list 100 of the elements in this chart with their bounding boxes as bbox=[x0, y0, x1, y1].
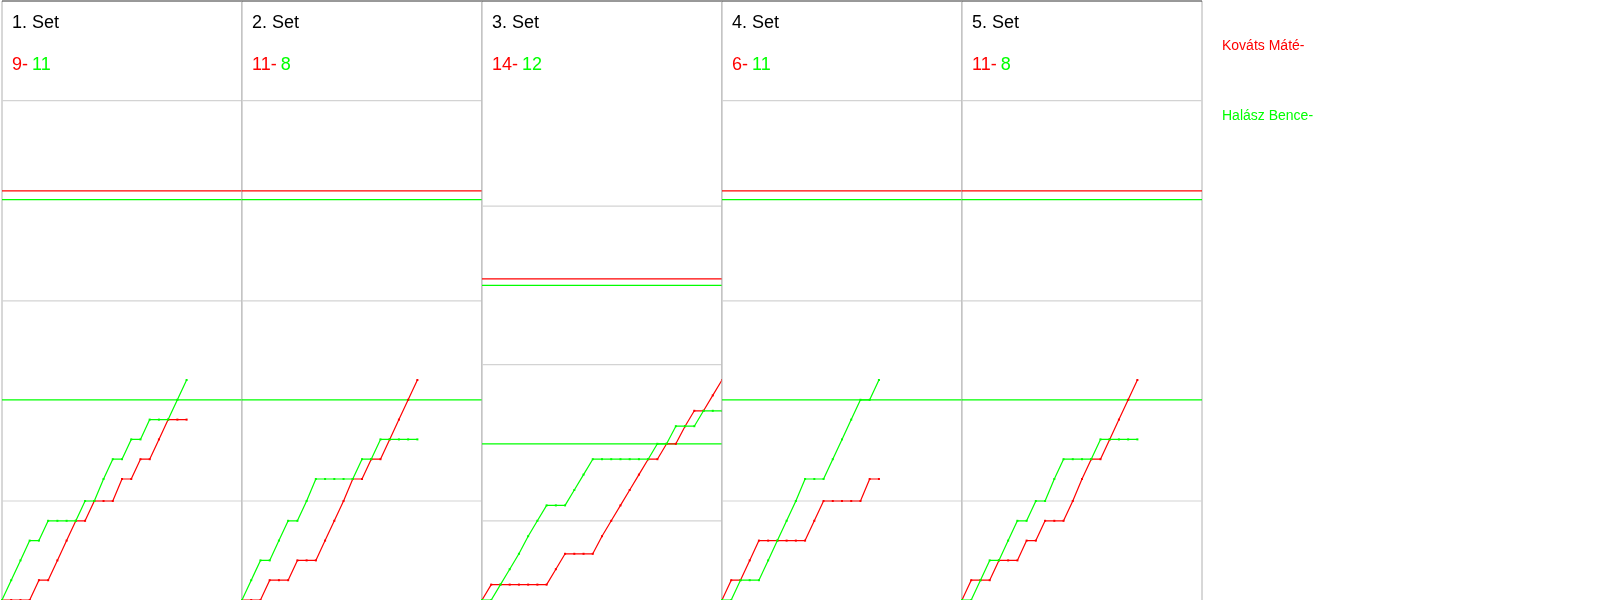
text: Kováts Máté- bbox=[1222, 37, 1305, 53]
point bbox=[536, 583, 539, 586]
point bbox=[1062, 458, 1065, 461]
point bbox=[591, 458, 594, 461]
point bbox=[37, 579, 40, 582]
point bbox=[296, 559, 299, 562]
point bbox=[268, 559, 271, 562]
point bbox=[379, 438, 382, 441]
point bbox=[711, 409, 714, 412]
point bbox=[287, 519, 290, 522]
point bbox=[637, 473, 640, 476]
point bbox=[314, 559, 317, 562]
point bbox=[56, 559, 59, 562]
point bbox=[868, 398, 871, 401]
point bbox=[794, 539, 797, 542]
point bbox=[637, 458, 640, 461]
point bbox=[748, 559, 751, 562]
point bbox=[1071, 458, 1074, 461]
point bbox=[554, 568, 557, 571]
point bbox=[397, 418, 400, 421]
point bbox=[1053, 519, 1056, 522]
point bbox=[859, 398, 862, 401]
point bbox=[65, 519, 68, 522]
point bbox=[711, 394, 714, 397]
point bbox=[656, 442, 659, 445]
point bbox=[139, 438, 142, 441]
point bbox=[157, 438, 160, 441]
point bbox=[693, 409, 696, 412]
point bbox=[1016, 559, 1019, 562]
point bbox=[988, 579, 991, 582]
point bbox=[176, 418, 179, 421]
point bbox=[379, 458, 382, 461]
point bbox=[582, 552, 585, 555]
point bbox=[610, 458, 613, 461]
text: 14- bbox=[492, 54, 519, 74]
point bbox=[591, 552, 594, 555]
point bbox=[656, 458, 659, 461]
point bbox=[850, 418, 853, 421]
point bbox=[111, 458, 114, 461]
point bbox=[545, 504, 548, 507]
point bbox=[1016, 519, 1019, 522]
point bbox=[988, 559, 991, 562]
point bbox=[767, 559, 770, 562]
point bbox=[185, 418, 188, 421]
text: 11- bbox=[972, 54, 997, 74]
point bbox=[139, 458, 142, 461]
point bbox=[757, 579, 760, 582]
point bbox=[28, 539, 31, 542]
point bbox=[1062, 519, 1065, 522]
point bbox=[416, 438, 419, 441]
point bbox=[84, 519, 87, 522]
point bbox=[1099, 438, 1102, 441]
chart-title: 3. Set bbox=[492, 12, 540, 32]
text: 11- bbox=[252, 54, 277, 74]
point bbox=[1007, 559, 1010, 562]
point bbox=[47, 579, 50, 582]
chart-title: 5. Set bbox=[972, 12, 1020, 32]
point bbox=[527, 583, 530, 586]
point bbox=[610, 519, 613, 522]
text: 11 bbox=[752, 54, 771, 74]
point bbox=[508, 583, 511, 586]
point bbox=[564, 552, 567, 555]
point bbox=[813, 519, 816, 522]
point bbox=[176, 398, 179, 401]
point bbox=[19, 559, 22, 562]
point bbox=[37, 539, 40, 542]
point bbox=[573, 552, 576, 555]
chart-title: 1. Set bbox=[12, 12, 60, 32]
point bbox=[1025, 519, 1028, 522]
point bbox=[748, 579, 751, 582]
point bbox=[1025, 539, 1028, 542]
point bbox=[1117, 418, 1120, 421]
chart-title: 4. Set bbox=[732, 12, 780, 32]
point bbox=[333, 519, 336, 522]
point bbox=[277, 579, 280, 582]
text: 12 bbox=[522, 54, 543, 74]
point bbox=[157, 418, 160, 421]
point bbox=[804, 539, 807, 542]
point bbox=[47, 519, 50, 522]
point bbox=[619, 504, 622, 507]
point bbox=[619, 458, 622, 461]
chart-title: 2. Set bbox=[252, 12, 300, 32]
point bbox=[277, 539, 280, 542]
point bbox=[1127, 398, 1130, 401]
point bbox=[148, 418, 151, 421]
point bbox=[628, 458, 631, 461]
point bbox=[324, 539, 327, 542]
text: 6- bbox=[732, 54, 749, 74]
point bbox=[564, 504, 567, 507]
point bbox=[287, 579, 290, 582]
point bbox=[517, 552, 520, 555]
point bbox=[545, 583, 548, 586]
text: 9- bbox=[12, 54, 29, 74]
point bbox=[554, 504, 557, 507]
point bbox=[1136, 438, 1139, 441]
text: Halász Bence- bbox=[1222, 107, 1314, 123]
point bbox=[536, 519, 539, 522]
point bbox=[148, 458, 151, 461]
point bbox=[397, 438, 400, 441]
point bbox=[10, 579, 13, 582]
